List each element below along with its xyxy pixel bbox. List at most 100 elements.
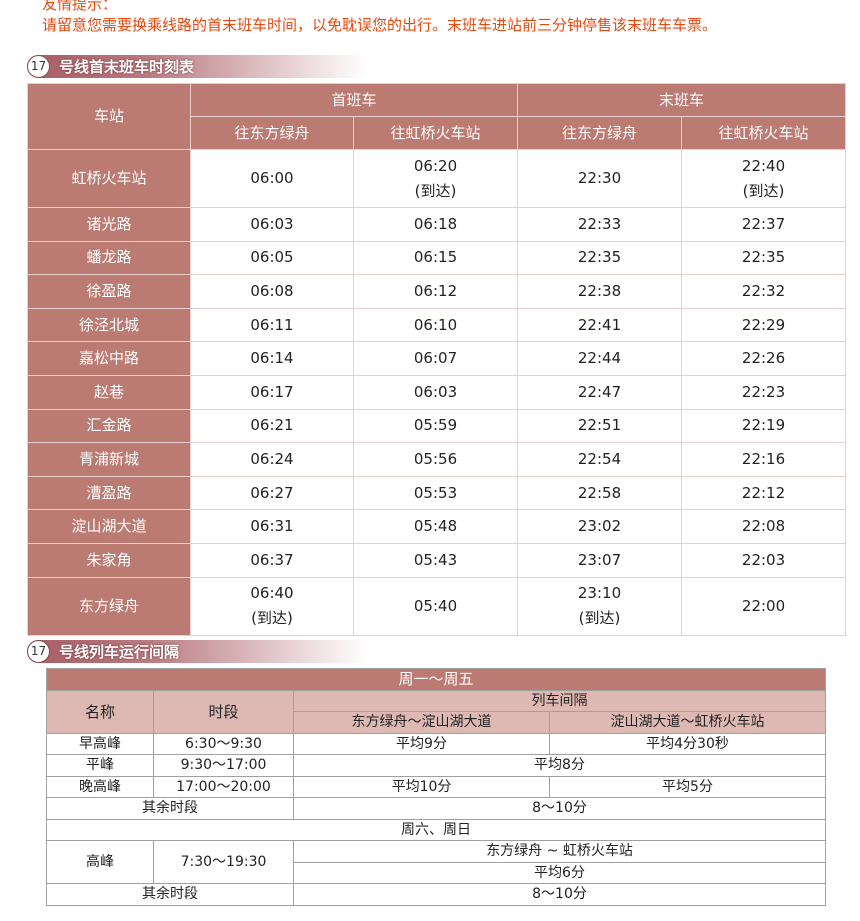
- cell-value: 汇金路: [86, 416, 132, 435]
- line-badge: 17: [27, 55, 50, 78]
- station-name: 赵巷: [27, 374, 191, 410]
- first-train-dir2: 06:15: [352, 240, 519, 276]
- header-dir2: 往虹桥火车站: [352, 116, 519, 150]
- station-name: 朱家角: [27, 542, 191, 578]
- notice-title: 友情提示：: [42, 0, 118, 13]
- cell-value: 06:18: [413, 214, 458, 233]
- cell-value: 徐泾北城: [78, 315, 139, 334]
- table-row: 早高峰 6:30～9:30 平均9分 平均4分30秒: [46, 732, 827, 755]
- first-train-dir2: 05:53: [352, 475, 519, 511]
- cell-value: 23:02: [577, 517, 622, 536]
- first-train-dir1: 06:11: [190, 307, 354, 343]
- first-train-dir1: 06:00: [190, 149, 354, 208]
- cell-value: 06:00: [250, 169, 294, 187]
- period-time: 17:00～20:00: [153, 775, 294, 798]
- first-train-dir1: 06:27: [190, 475, 354, 511]
- weekday-header: 周一～周五: [45, 668, 827, 691]
- interval-value: 平均9分: [293, 732, 550, 755]
- table-row: 淀山湖大道 06:31 05:48 23:02 22:08: [27, 509, 847, 544]
- last-train-dir2: 22:16: [681, 442, 847, 477]
- interval-section-header: 17 号线列车运行间隔: [27, 640, 367, 663]
- period-name: 早高峰: [46, 732, 154, 755]
- cell-value: 06:37: [250, 550, 294, 569]
- cell-value: 赵巷: [93, 382, 124, 401]
- cell-value: 22:41: [577, 315, 622, 334]
- cell-value: 淀山湖大道: [71, 517, 147, 536]
- cell-value: 05:53: [413, 483, 458, 502]
- last-train-dir2: 22:35: [681, 240, 847, 276]
- period-name: 其余时段: [46, 797, 294, 820]
- arrival-note: (到达): [251, 609, 293, 628]
- interval-value: 平均6分: [292, 861, 827, 884]
- last-train-dir1: 22:30: [517, 149, 683, 208]
- first-train-dir2: 06:20 (到达): [352, 149, 519, 208]
- cell-value: 06:21: [250, 416, 294, 435]
- cell-value: 22:58: [577, 483, 622, 502]
- cell-value: 东方绿舟: [78, 596, 139, 615]
- table-row: 其余时段 8～10分: [46, 883, 827, 906]
- interval-value: 平均4分30秒: [548, 732, 827, 755]
- first-train-dir1: 06:17: [190, 374, 354, 410]
- cell-value: 虹桥火车站: [71, 169, 147, 187]
- station-name: 青浦新城: [27, 442, 191, 477]
- cell-value: 22:16: [741, 449, 786, 468]
- table-row: 虹桥火车站 06:00 06:20 (到达) 22:30 22:40 (到达): [27, 149, 847, 208]
- header-station: 车站: [27, 83, 191, 150]
- cell-value: 05:48: [413, 517, 458, 536]
- cell-value: 蟠龙路: [86, 248, 132, 267]
- first-train-dir2: 05:48: [352, 509, 519, 544]
- cell-value: 06:17: [250, 382, 294, 401]
- cell-value: 06:08: [250, 281, 294, 300]
- cell-value: 06:05: [250, 248, 294, 267]
- first-train-dir1: 06:24: [190, 442, 354, 477]
- cell-value: 06:20: [413, 156, 458, 175]
- table-row: 朱家角 06:37 05:43 23:07 22:03: [27, 542, 847, 578]
- cell-value: 青浦新城: [78, 449, 139, 468]
- last-train-dir2: 22:08: [681, 509, 847, 544]
- arrival-note: (到达): [578, 609, 621, 628]
- station-name: 徐泾北城: [27, 307, 191, 343]
- cell-value: 23:10: [577, 584, 622, 603]
- section-title: 号线首末班车时刻表: [59, 58, 195, 76]
- line-badge: 17: [27, 640, 50, 663]
- cell-value: 22:26: [741, 349, 786, 368]
- last-train-dir1: 23:10 (到达): [517, 576, 683, 636]
- header-name: 名称: [46, 689, 154, 734]
- cell-value: 22:35: [577, 248, 622, 267]
- period-name: 平峰: [46, 754, 154, 777]
- interval-value: 平均10分: [293, 775, 550, 798]
- arrival-note: (到达): [414, 181, 457, 200]
- table-row: 徐盈路 06:08 06:12 22:38 22:32: [27, 274, 847, 309]
- last-train-dir2: 22:26: [681, 341, 847, 376]
- cell-value: 06:40: [250, 584, 294, 603]
- cell-value: 05:56: [413, 449, 458, 468]
- last-train-dir1: 23:07: [517, 542, 683, 578]
- header-seg2: 淀山湖大道～虹桥火车站: [548, 711, 827, 734]
- header-dir1: 往东方绿舟: [517, 116, 683, 150]
- header-seg1: 东方绿舟～淀山湖大道: [293, 711, 550, 734]
- cell-value: 22:23: [741, 382, 786, 401]
- interval-value: 平均8分: [292, 754, 827, 777]
- table-row: 高峰 7:30～19:30 东方绿舟 ~ 虹桥火车站: [46, 840, 827, 884]
- first-train-dir2: 05:43: [352, 542, 519, 578]
- header-first-train: 首班车: [189, 83, 519, 117]
- station-name: 汇金路: [27, 408, 191, 444]
- first-train-dir1: 06:03: [190, 207, 354, 242]
- cell-value: 22:19: [741, 416, 786, 435]
- station-name: 漕盈路: [27, 475, 191, 511]
- header-interval: 列车间隔: [292, 689, 827, 712]
- period-name: 其余时段: [46, 883, 294, 906]
- cell-value: 22:33: [577, 214, 622, 233]
- first-train-dir2: 05:40: [352, 576, 519, 636]
- notice: 友情提示： 请留意您需要换乘线路的首末班车时间，以免耽误您的出行。末班车进站前三…: [42, 0, 717, 36]
- table-row: 平峰 9:30～17:00 平均8分: [46, 754, 827, 777]
- timetable-section-header: 17 号线首末班车时刻表: [27, 55, 367, 78]
- section-title: 号线列车运行间隔: [59, 643, 180, 661]
- station-name: 蟠龙路: [27, 240, 191, 276]
- cell-value: 06:14: [250, 349, 294, 368]
- header-last-train: 末班车: [517, 83, 847, 117]
- last-train-dir1: 22:41: [517, 307, 683, 343]
- station-name: 淀山湖大道: [27, 509, 191, 544]
- cell-value: 05:40: [413, 596, 458, 615]
- cell-value: 06:07: [413, 349, 458, 368]
